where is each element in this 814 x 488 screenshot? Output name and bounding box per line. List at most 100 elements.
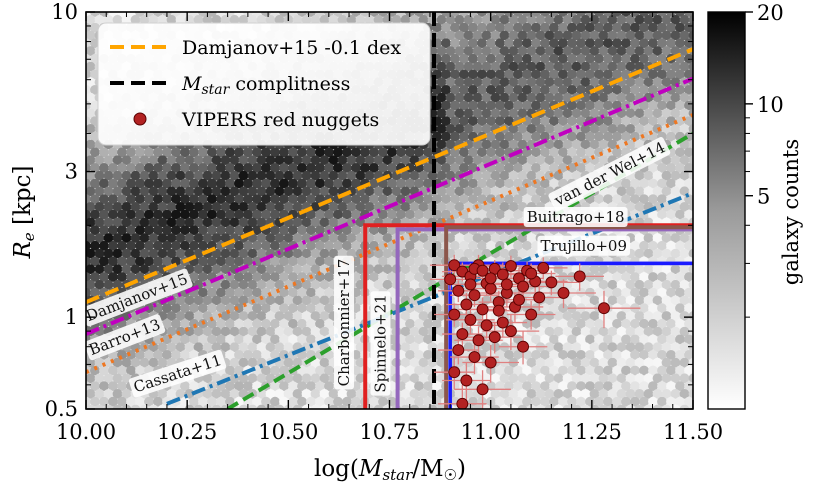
density-cell: [698, 46, 708, 56]
density-cell: [333, 147, 343, 158]
density-cell: [594, 131, 604, 142]
density-cell: [463, 186, 474, 197]
density-cell: [576, 396, 586, 407]
density-cell: [369, 225, 379, 236]
density-cell: [94, 233, 105, 243]
density-cell: [306, 178, 316, 189]
density-cell: [571, 46, 582, 56]
density-cell: [508, 155, 519, 166]
density-cell: [310, 389, 321, 399]
density-cell: [625, 202, 636, 212]
density-cell: [657, 22, 667, 33]
density-cell: [319, 14, 330, 25]
density-cell: [135, 272, 145, 282]
density-cell: [211, 373, 222, 384]
density-cell: [193, 14, 204, 25]
density-cell: [576, 53, 586, 64]
density-cell: [670, 295, 681, 306]
density-cell: [571, 30, 582, 41]
density-cell: [580, 295, 591, 306]
density-cell: [418, 326, 429, 337]
density-cell: [567, 116, 577, 126]
density-cell: [292, 248, 303, 259]
density-cell: [207, 194, 217, 205]
density-cell: [202, 342, 213, 353]
density-cell: [171, 334, 181, 345]
density-cell: [630, 240, 640, 251]
density-cell: [238, 295, 249, 306]
density-cell: [603, 116, 613, 126]
density-cell: [400, 233, 411, 243]
density-cell: [418, 233, 429, 243]
density-cell: [279, 334, 289, 345]
density-cell: [220, 342, 231, 353]
density-cell: [86, 194, 91, 204]
density-cell: [441, 100, 451, 111]
density-cell: [553, 155, 564, 166]
density-cell: [625, 326, 636, 337]
density-cell: [693, 101, 703, 111]
density-cell: [643, 342, 654, 353]
density-cell: [481, 92, 492, 103]
density-cell: [585, 334, 595, 345]
density-cell: [648, 381, 658, 391]
density-cell: [274, 404, 285, 409]
density-cell: [463, 46, 474, 56]
density-cell: [643, 311, 654, 321]
density-cell: [351, 396, 361, 407]
density-cell: [86, 381, 91, 391]
density-cell: [355, 248, 366, 259]
density-cell: [234, 287, 244, 298]
density-cell: [274, 311, 285, 321]
density-cell: [679, 155, 690, 166]
y-tick-label-2: 3: [65, 160, 78, 184]
density-cell: [504, 85, 514, 95]
density-cell: [477, 209, 487, 220]
density-cell: [504, 350, 514, 360]
density-cell: [499, 61, 510, 72]
colorbar-label: galaxy counts: [779, 139, 803, 285]
density-cell: [652, 30, 663, 41]
density-cell: [207, 147, 217, 158]
density-cell: [670, 311, 681, 321]
density-cell: [225, 256, 235, 267]
density-cell: [243, 334, 253, 345]
density-cell: [679, 404, 690, 409]
density-cell: [166, 233, 177, 243]
density-cell: [220, 233, 231, 243]
density-cell: [166, 389, 177, 399]
density-cell: [324, 396, 334, 407]
density-cell: [688, 30, 693, 41]
density-cell: [675, 100, 685, 111]
relation-line-2: [86, 113, 693, 375]
density-cell: [252, 396, 262, 407]
density-cell: [184, 295, 195, 306]
density-cell: [698, 405, 708, 415]
density-cell: [225, 287, 235, 298]
density-cell: [693, 397, 703, 407]
density-cell: [247, 170, 258, 181]
density-cell: [540, 350, 550, 360]
density-cell: [634, 170, 645, 181]
density-cell: [274, 202, 285, 212]
density-cell: [643, 357, 654, 368]
density-cell: [450, 194, 460, 205]
density-cell: [400, 373, 411, 384]
density-cell: [153, 194, 163, 205]
density-cell: [679, 61, 690, 72]
density-cell: [634, 186, 645, 197]
density-cell: [666, 22, 676, 33]
density-cell: [652, 92, 663, 103]
density-cell: [126, 178, 136, 189]
density-cell: [513, 38, 523, 49]
density-cell: [679, 170, 690, 181]
density-cell: [508, 373, 519, 384]
density-cell: [648, 240, 658, 251]
density-cell: [549, 350, 559, 360]
density-cell: [342, 163, 352, 173]
density-cell: [301, 170, 312, 181]
density-cell: [243, 256, 253, 267]
density-cell: [513, 100, 523, 111]
red-nugget-points: [429, 254, 641, 409]
